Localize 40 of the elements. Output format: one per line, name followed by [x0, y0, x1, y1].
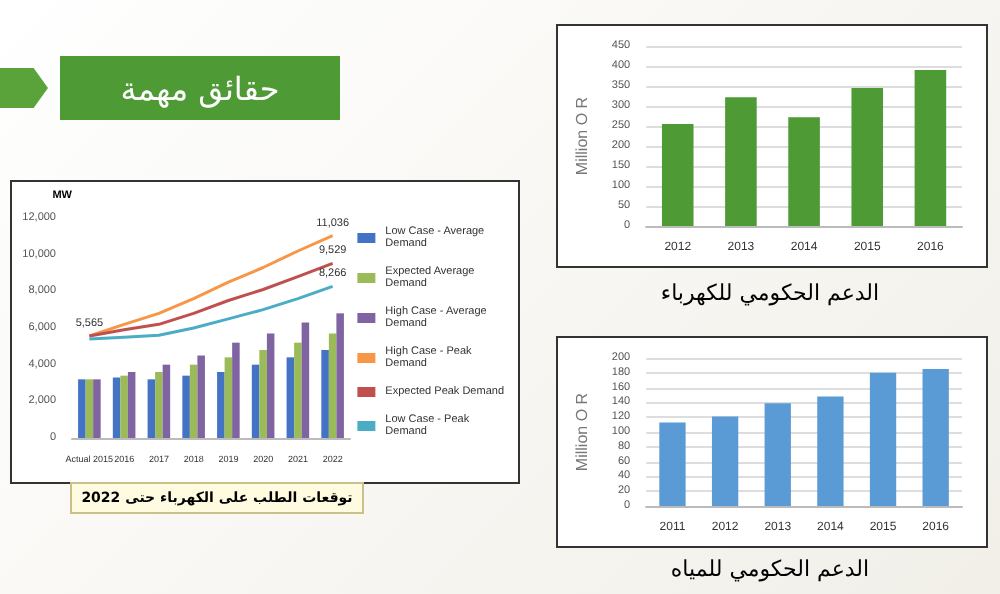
bar	[869, 372, 897, 506]
text: الدعم الحكومي للمياه	[668, 554, 872, 586]
bar	[93, 379, 101, 438]
bar	[764, 403, 791, 506]
bar	[232, 342, 240, 438]
bar	[120, 375, 128, 438]
bar	[725, 97, 757, 226]
bar	[301, 322, 310, 438]
bar	[127, 372, 136, 438]
bar	[661, 124, 694, 226]
bar	[162, 364, 171, 438]
bar	[266, 333, 275, 438]
bar	[328, 333, 337, 438]
bar	[817, 396, 844, 506]
text: الدعم الحكومي للكهرباء	[658, 278, 882, 310]
bar	[155, 372, 163, 438]
bar	[336, 313, 344, 438]
bar	[294, 342, 302, 438]
bar	[224, 357, 233, 438]
bar	[251, 364, 260, 438]
bar	[78, 379, 86, 438]
bar	[197, 355, 205, 438]
bar	[922, 369, 949, 506]
bar	[788, 117, 820, 226]
bar	[659, 422, 686, 506]
text: حقائق مهمة	[120, 69, 280, 107]
bar	[217, 372, 225, 438]
y-axis-title: Million O R	[573, 96, 591, 176]
y-axis-title: Million O R	[573, 392, 591, 472]
bar	[851, 88, 884, 226]
bar	[711, 416, 739, 506]
bar	[286, 357, 295, 438]
bar	[321, 350, 329, 438]
bar	[112, 377, 121, 438]
bar	[85, 379, 94, 438]
bar	[147, 379, 156, 438]
bar	[914, 70, 947, 226]
bar	[259, 350, 267, 438]
bar	[182, 375, 190, 438]
bar	[189, 364, 198, 438]
